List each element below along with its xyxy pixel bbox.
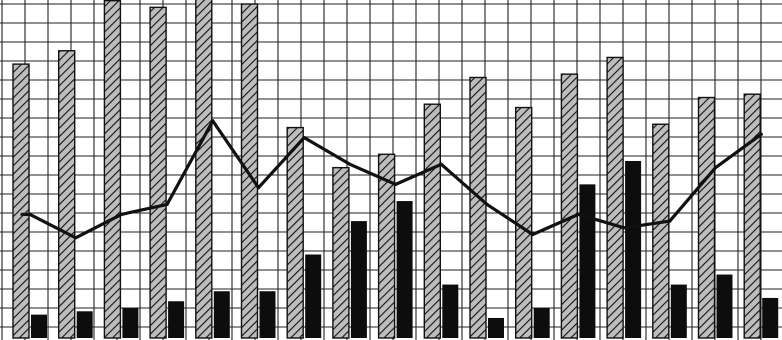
solid-bar — [350, 221, 367, 338]
solid-bar — [579, 184, 596, 338]
line-point — [348, 162, 352, 166]
solid-bar — [533, 307, 550, 338]
solid-bar — [168, 301, 185, 338]
hatched-bar — [560, 73, 579, 339]
hatched-bar — [332, 166, 350, 339]
hatched-bar — [149, 6, 167, 339]
hatched-bar — [697, 96, 716, 339]
solid-bar — [31, 314, 47, 338]
solid-bar — [396, 201, 413, 338]
solid-bar — [488, 317, 504, 338]
solid-bar — [762, 297, 779, 338]
solid-bar — [670, 284, 687, 338]
line-point — [119, 212, 123, 217]
line-point — [256, 186, 261, 190]
solid-bar — [442, 284, 459, 338]
hatched-bar-series — [12, 0, 761, 339]
solid-bar — [716, 274, 733, 338]
line-point — [759, 132, 763, 136]
hatched-bar — [195, 0, 213, 339]
hatched-bar — [423, 103, 441, 339]
hatched-bar — [515, 106, 533, 339]
line-point — [28, 212, 32, 217]
line-point — [74, 236, 78, 240]
hatched-bar — [286, 126, 304, 339]
hatched-bar — [652, 123, 670, 339]
solid-bar — [122, 307, 139, 338]
line-point — [668, 219, 672, 223]
series-line — [20, 119, 763, 240]
hatched-bar — [240, 3, 259, 339]
line-point — [211, 119, 215, 123]
line-point — [439, 162, 443, 166]
line-point — [713, 166, 718, 170]
hatched-bar — [377, 153, 396, 339]
line-point — [531, 232, 535, 237]
line-point — [576, 212, 581, 217]
hatched-bar — [12, 63, 30, 339]
solid-bar — [305, 254, 322, 338]
solid-bar — [625, 160, 642, 338]
solid-bar — [259, 291, 276, 338]
solid-bar — [213, 291, 230, 338]
line-point — [485, 202, 489, 206]
line-point — [622, 226, 626, 230]
hatched-bar — [103, 0, 122, 339]
line-series-group — [20, 119, 763, 240]
line-point — [165, 202, 169, 206]
hatched-bar — [606, 56, 624, 339]
solid-bar-series — [31, 160, 779, 338]
solid-bar — [76, 311, 93, 338]
hatched-bar — [469, 76, 487, 339]
line-point — [394, 182, 398, 186]
hatched-bar — [58, 50, 76, 339]
hatched-bar — [743, 93, 761, 339]
line-point — [302, 136, 306, 140]
